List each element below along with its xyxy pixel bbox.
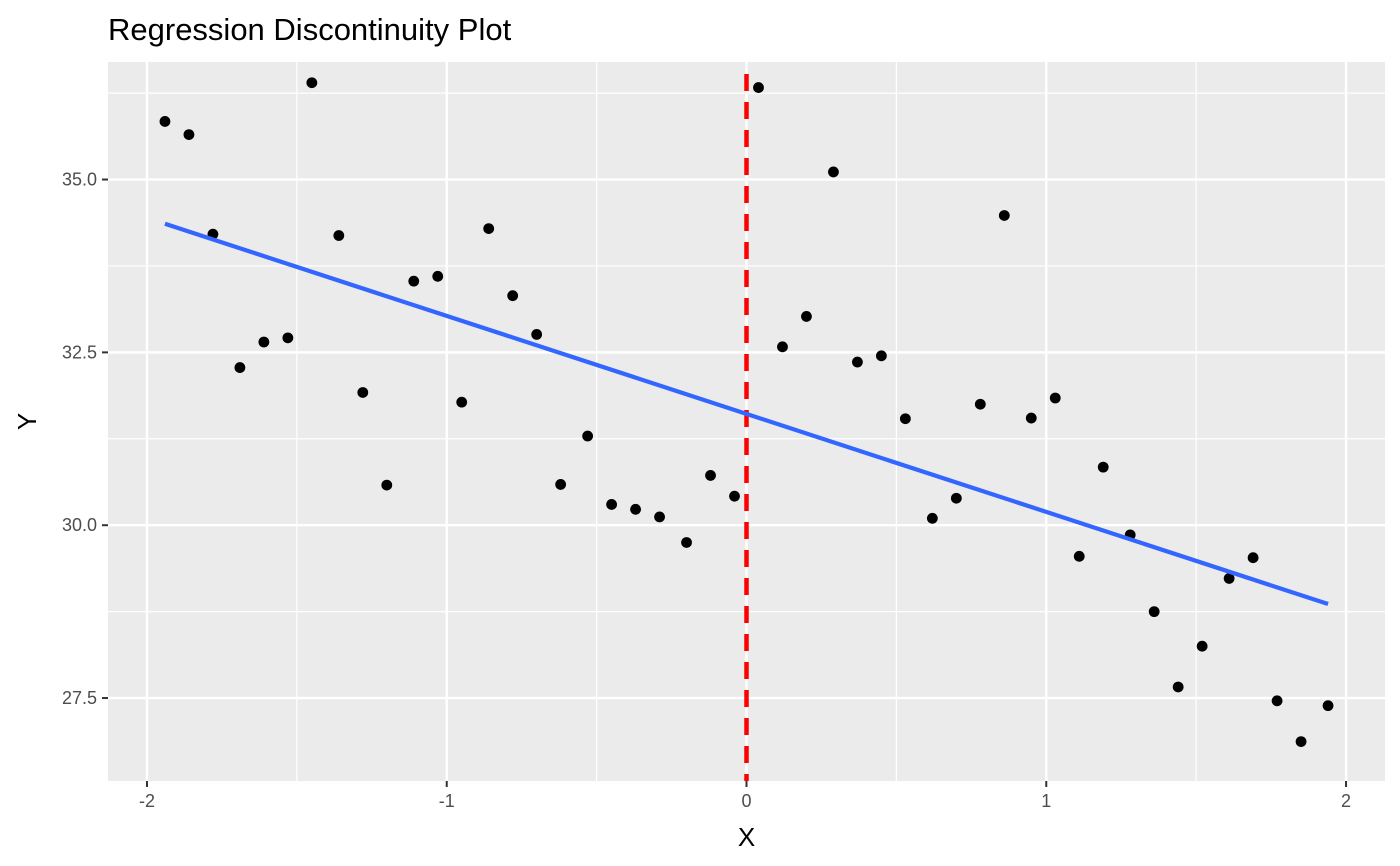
data-point xyxy=(306,77,318,89)
y-tick-label: 35.0 xyxy=(62,170,97,190)
data-point xyxy=(282,332,294,344)
data-point xyxy=(777,341,788,353)
regression-fit-line xyxy=(164,221,1329,607)
y-tick-label: 32.5 xyxy=(62,342,97,362)
data-point xyxy=(852,356,863,368)
data-point xyxy=(183,129,195,140)
data-point xyxy=(998,210,1010,221)
x-tick-label: -1 xyxy=(439,791,455,811)
data-point xyxy=(1025,412,1037,424)
data-point xyxy=(875,350,887,362)
data-point xyxy=(753,82,764,93)
x-tick-label: 1 xyxy=(1041,791,1051,811)
data-point xyxy=(357,387,369,398)
data-point xyxy=(974,398,986,410)
data-point xyxy=(381,479,393,491)
y-axis-ticks: 27.5 30.0 32.5 35.0 xyxy=(62,170,108,708)
data-point xyxy=(1148,606,1160,618)
data-point xyxy=(630,503,641,515)
data-point xyxy=(705,470,716,481)
fit-layer xyxy=(164,221,1329,607)
data-point xyxy=(828,166,839,178)
data-point xyxy=(1097,461,1109,473)
data-point xyxy=(681,537,692,548)
x-tick-label: -2 xyxy=(139,791,155,811)
data-point xyxy=(1223,573,1235,584)
data-point xyxy=(654,511,665,523)
data-point xyxy=(1247,552,1259,564)
data-point xyxy=(258,336,270,348)
data-point xyxy=(729,490,740,502)
data-point xyxy=(926,512,938,524)
x-axis-ticks: -2 -1 0 1 2 xyxy=(139,781,1351,811)
data-point xyxy=(159,116,171,127)
data-point xyxy=(333,230,345,241)
data-point xyxy=(408,275,420,287)
data-point xyxy=(1271,695,1283,707)
data-points xyxy=(159,77,1334,747)
data-point xyxy=(582,430,594,442)
data-point xyxy=(234,362,246,373)
data-point xyxy=(1073,550,1085,562)
data-point xyxy=(950,492,962,504)
chart-title: Regression Discontinuity Plot xyxy=(108,12,512,47)
data-point xyxy=(801,311,812,322)
data-point xyxy=(483,223,495,235)
data-point xyxy=(1049,392,1061,404)
data-point xyxy=(507,290,519,302)
data-point xyxy=(531,328,543,340)
x-tick-label: 0 xyxy=(741,791,751,811)
data-point xyxy=(456,396,468,408)
y-tick-label: 30.0 xyxy=(62,515,97,535)
data-point xyxy=(606,499,618,510)
data-point xyxy=(1172,681,1184,693)
data-point xyxy=(1295,736,1307,747)
data-point xyxy=(1196,640,1208,652)
x-axis-title: X xyxy=(738,822,755,852)
data-point xyxy=(555,479,567,490)
data-point xyxy=(432,270,444,282)
data-point xyxy=(1322,700,1334,712)
x-tick-label: 2 xyxy=(1341,791,1351,811)
y-tick-label: 27.5 xyxy=(62,688,97,708)
y-axis-title: Y xyxy=(12,413,42,430)
data-point xyxy=(899,413,911,425)
